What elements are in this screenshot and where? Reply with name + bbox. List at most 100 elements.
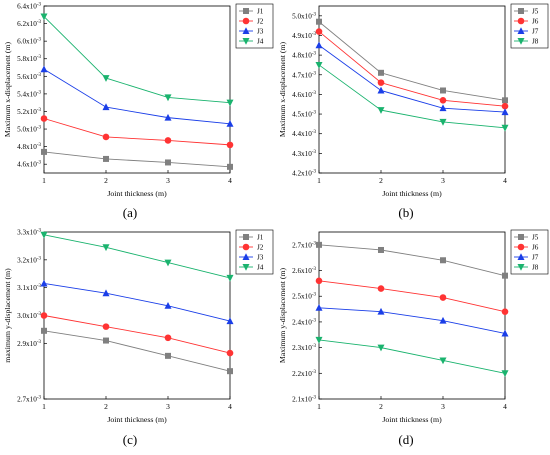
plot-frame — [43, 231, 231, 400]
legend-marker — [242, 27, 250, 34]
legend-marker — [243, 8, 249, 14]
legend-item: J1 — [239, 8, 264, 16]
legend-label: J8 — [532, 38, 539, 46]
data-point — [316, 241, 322, 248]
legend-label: J1 — [257, 8, 264, 16]
legend-marker — [517, 264, 525, 271]
data-point — [164, 301, 172, 309]
data-point — [501, 308, 509, 315]
data-point — [502, 97, 508, 104]
series-J2 — [40, 312, 234, 357]
data-point — [315, 28, 323, 35]
series-J8 — [315, 61, 509, 132]
y-tick-label: 4.5x10-3 — [292, 111, 316, 119]
data-point — [40, 279, 48, 287]
data-point — [315, 41, 323, 49]
data-point — [440, 87, 446, 94]
series-line — [43, 330, 231, 372]
legend-item: J3 — [239, 253, 264, 262]
legend-marker — [517, 243, 525, 251]
data-point — [226, 99, 234, 107]
legend-label: J7 — [532, 28, 539, 36]
data-point — [102, 323, 110, 330]
legend: J5 J6 J7 J8 — [510, 229, 549, 275]
legend-marker — [518, 234, 524, 240]
x-tick-label: 2 — [104, 402, 108, 411]
plot-frame — [318, 231, 506, 400]
y-tick-label: 4.4x10-3 — [292, 130, 316, 138]
data-point — [165, 159, 171, 166]
x-axis-label: Joint thickness (m) — [382, 189, 442, 198]
x-tick-label: 1 — [317, 176, 321, 185]
legend-label: J4 — [257, 264, 264, 272]
data-point — [40, 115, 48, 122]
y-tick-label: 2.5x10-3 — [292, 293, 316, 301]
legend-marker — [242, 243, 250, 251]
legend-marker — [518, 8, 524, 14]
x-axis-label: Joint thickness (m) — [107, 189, 167, 198]
data-point — [102, 75, 110, 82]
legend-marker — [242, 264, 250, 271]
y-tick-label: 4.8x10-3 — [17, 143, 41, 151]
series-line — [318, 21, 506, 101]
data-point — [226, 274, 234, 282]
y-tick-label: 5.4x10-3 — [17, 90, 41, 98]
x-tick-label: 1 — [42, 176, 46, 185]
series-J5 — [316, 241, 508, 279]
data-point — [164, 334, 172, 342]
legend-label: J5 — [532, 8, 539, 16]
y-tick-label: 6.0x10-3 — [17, 38, 41, 46]
series-line — [43, 315, 231, 354]
y-tick-label: 5.8x10-3 — [17, 55, 41, 63]
data-point — [226, 141, 234, 149]
y-tick-label: 4.3x10-3 — [292, 150, 316, 158]
data-point — [41, 327, 47, 334]
x-tick-label: 4 — [228, 402, 232, 411]
y-tick-label: 2.4x10-3 — [292, 318, 316, 326]
legend-marker — [517, 27, 525, 34]
data-point — [501, 102, 509, 110]
data-point — [103, 155, 109, 162]
y-tick-label: 2.6x10-3 — [292, 267, 316, 275]
series-J7 — [315, 303, 509, 337]
series-line — [318, 339, 506, 374]
y-tick-label: 2.7x10-3 — [292, 241, 316, 249]
panel-caption-b: (b) — [398, 205, 414, 220]
series-J5 — [316, 18, 508, 104]
series-J7 — [315, 41, 509, 116]
series-J4 — [40, 13, 234, 107]
data-point — [227, 368, 233, 375]
y-tick-label: 2.7x10-3 — [17, 396, 41, 404]
y-tick-label: 3.2x10-3 — [17, 256, 41, 264]
legend-item: J6 — [514, 244, 539, 252]
data-point — [226, 119, 234, 127]
x-tick-label: 3 — [441, 402, 445, 411]
y-tick-label: 2.2x10-3 — [292, 370, 316, 378]
data-point — [102, 244, 110, 252]
data-point — [226, 349, 234, 357]
data-point — [164, 113, 172, 121]
x-tick-label: 4 — [503, 402, 507, 411]
data-point — [378, 69, 384, 76]
data-point — [439, 316, 447, 324]
series-line — [43, 151, 231, 168]
data-point — [501, 108, 509, 116]
data-point — [315, 336, 323, 344]
legend: J1 J2 J3 J4 — [235, 229, 274, 275]
legend-item: J4 — [239, 38, 264, 46]
y-tick-label: 3.3x10-3 — [17, 229, 41, 237]
y-tick-label: 5.0x10-3 — [292, 12, 316, 20]
y-axis-label: Maximum x-displacement (m) — [3, 41, 12, 137]
x-tick-label: 3 — [166, 176, 170, 185]
legend-item: J2 — [239, 244, 264, 252]
y-axis-label: Maximum y-displacement (m) — [278, 267, 287, 363]
panel-caption-d: (d) — [398, 432, 414, 447]
y-tick-label: 5.6x10-3 — [17, 73, 41, 81]
series-J8 — [315, 336, 509, 378]
legend-item: J7 — [514, 253, 539, 262]
legend-label: J5 — [532, 234, 539, 242]
data-point — [40, 65, 48, 73]
series-line — [318, 307, 506, 334]
data-point — [377, 86, 385, 94]
x-tick-label: 1 — [317, 402, 321, 411]
